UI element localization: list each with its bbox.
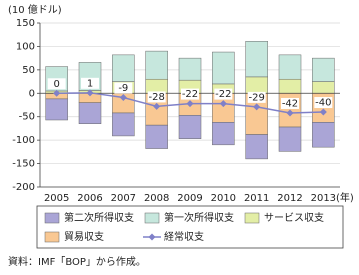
line-marker	[53, 89, 61, 97]
bar-segment	[145, 50, 168, 80]
bar-segment	[278, 78, 302, 94]
legend-box	[36, 205, 344, 249]
data-label: -22	[215, 89, 231, 100]
y-tick-label: -150	[12, 159, 35, 170]
x-tick-label: 2009	[177, 193, 202, 204]
data-label: -9	[118, 83, 128, 94]
data-label-bg	[214, 88, 233, 100]
line-marker	[186, 100, 194, 108]
bar-segment	[78, 102, 102, 124]
data-label: -42	[282, 98, 298, 109]
bar-segment	[145, 124, 168, 149]
line-marker	[219, 100, 227, 108]
legend-swatch	[44, 212, 60, 224]
legend-label: 貿易収支	[64, 231, 104, 243]
x-tick-label: 2011	[244, 193, 269, 204]
y-tick-label: -200	[12, 182, 35, 193]
bar-segment	[245, 41, 268, 78]
y-tick-label: 150	[16, 18, 35, 29]
data-label-bg	[314, 97, 333, 109]
bar-segment	[112, 112, 135, 137]
data-label: -29	[248, 92, 264, 103]
data-label-bg	[81, 77, 99, 89]
legend-swatch	[244, 212, 260, 224]
x-tick-label: 2006	[77, 193, 102, 204]
bar-segment	[312, 81, 335, 94]
x-tick-label: 2008	[144, 193, 169, 204]
source-note: 資料：IMF「BOP」から作成。	[8, 255, 146, 268]
bar-segment	[312, 122, 335, 148]
legend-marker	[148, 233, 156, 241]
data-label-bg	[47, 78, 66, 90]
line-marker	[286, 109, 294, 117]
x-tick-label: 2013	[311, 193, 336, 204]
y-unit-label: (10 億ドル)	[8, 3, 62, 16]
data-label-bg	[281, 97, 299, 109]
line-marker	[319, 108, 327, 116]
legend-label: 第一次所得収支	[164, 211, 234, 224]
data-label: -40	[315, 98, 331, 109]
legend-swatch	[144, 212, 160, 224]
legend-label: 経常収支	[164, 230, 204, 243]
bar-segment	[278, 54, 302, 80]
data-label: 0	[53, 79, 59, 90]
legend-label: 第二次所得収支	[64, 211, 134, 224]
bar-segment	[178, 57, 202, 81]
bar-segment	[312, 57, 335, 82]
bar-segment	[245, 134, 268, 160]
data-label-bg	[114, 82, 133, 94]
data-label: -28	[148, 92, 164, 103]
line-marker	[153, 102, 161, 110]
bar-segment	[212, 51, 235, 85]
line-marker	[86, 89, 94, 97]
bar-segment	[245, 76, 268, 94]
x-tick-label: 2005	[44, 193, 69, 204]
data-label-bg	[247, 91, 266, 103]
legend-label: サービス収支	[264, 212, 324, 224]
data-label: -22	[182, 89, 198, 100]
x-unit-label: (年)	[336, 191, 354, 204]
y-tick-label: 50	[22, 65, 35, 76]
x-tick-label: 2010	[211, 193, 236, 204]
y-tick-label: -100	[12, 135, 35, 146]
data-label-bg	[147, 91, 166, 103]
bar-segment	[45, 98, 68, 121]
x-tick-label: 2012	[277, 193, 302, 204]
y-tick-label: 100	[16, 41, 35, 52]
y-tick-label: 0	[29, 88, 35, 99]
bar-segment	[278, 126, 302, 152]
bar-segment	[212, 122, 235, 146]
y-tick-label: -50	[19, 112, 35, 123]
bar-segment	[178, 115, 202, 139]
x-tick-label: 2007	[111, 193, 136, 204]
data-label: 1	[87, 78, 93, 89]
line-marker	[253, 103, 261, 111]
data-label-bg	[181, 88, 199, 100]
line-marker	[119, 94, 127, 102]
bar-segment	[112, 54, 135, 82]
legend-swatch	[44, 231, 60, 243]
